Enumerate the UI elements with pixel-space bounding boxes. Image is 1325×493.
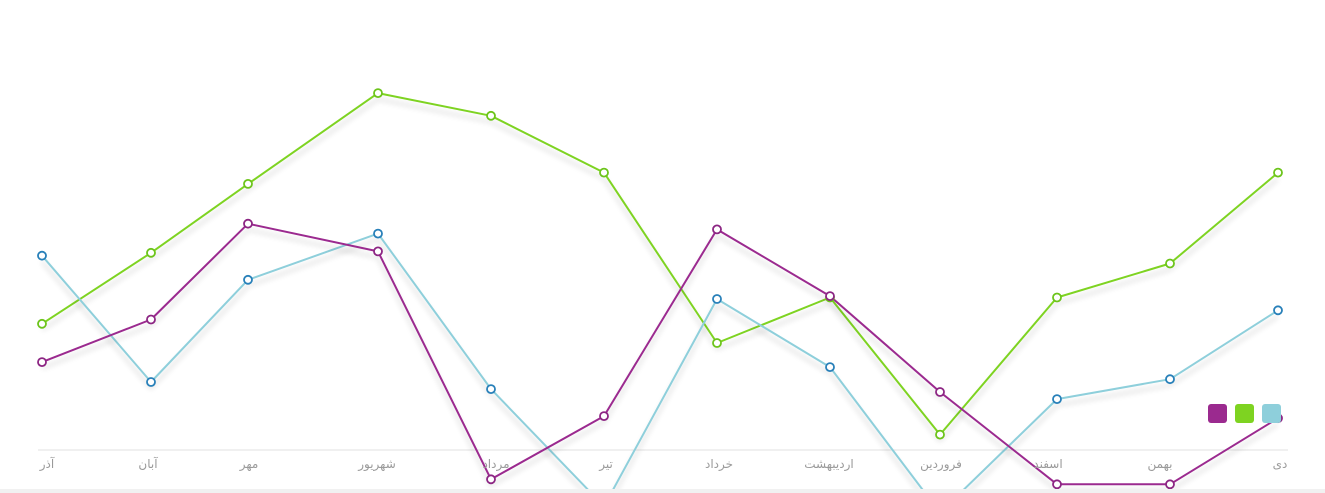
series-layer bbox=[41, 92, 1279, 493]
series-purple-point-1[interactable] bbox=[1165, 479, 1175, 490]
x-tick-label: بهمن bbox=[1148, 457, 1173, 472]
series-blue-point-0[interactable] bbox=[1273, 305, 1283, 316]
series-purple-line bbox=[41, 222, 1279, 486]
bottom-band bbox=[0, 489, 1325, 493]
series-purple-point-8[interactable] bbox=[373, 246, 383, 257]
series-purple-point-6[interactable] bbox=[599, 411, 609, 422]
x-tick-label: شهریور bbox=[357, 457, 396, 472]
series-green-line bbox=[41, 92, 1279, 436]
x-tick-label: مهر bbox=[239, 457, 259, 472]
x-tick-label: فروردین bbox=[920, 457, 962, 472]
series-blue-point-9[interactable] bbox=[243, 274, 253, 285]
legend bbox=[1208, 404, 1281, 423]
series-blue-point-7[interactable] bbox=[486, 384, 496, 395]
x-tick-label: مرداد bbox=[482, 457, 509, 472]
series-green-point-3[interactable] bbox=[935, 429, 945, 440]
series-blue-line bbox=[41, 232, 1279, 493]
series-blue-point-10[interactable] bbox=[146, 377, 156, 387]
series-purple-point-3[interactable] bbox=[935, 387, 945, 397]
legend-swatch-blue[interactable] bbox=[1262, 404, 1281, 423]
series-green-point-5[interactable] bbox=[712, 338, 722, 348]
series-green-point-6[interactable] bbox=[599, 167, 609, 178]
marker-layer bbox=[37, 88, 1283, 490]
series-purple-point-9[interactable] bbox=[243, 218, 253, 229]
x-tick-label: آبان bbox=[138, 456, 158, 471]
series-blue-point-8[interactable] bbox=[373, 228, 383, 239]
series-green-point-9[interactable] bbox=[243, 178, 253, 189]
series-green-point-7[interactable] bbox=[486, 110, 496, 121]
series-green-point-10[interactable] bbox=[146, 247, 156, 258]
legend-swatch-green[interactable] bbox=[1235, 404, 1254, 423]
series-green-point-1[interactable] bbox=[1165, 258, 1175, 269]
x-tick-label: اردیبهشت bbox=[804, 457, 853, 472]
x-tick-label: اسفند bbox=[1033, 457, 1062, 471]
legend-swatch-purple[interactable] bbox=[1208, 404, 1227, 423]
series-blue-point-2[interactable] bbox=[1052, 394, 1062, 405]
series-green-point-0[interactable] bbox=[1273, 167, 1283, 178]
series-purple-point-5[interactable] bbox=[712, 224, 722, 235]
series-blue-point-5[interactable] bbox=[712, 294, 722, 304]
x-tick-labels: دی بهمن اسفند فروردین اردیبهشت خرداد تیر مرداد ش… bbox=[39, 456, 1288, 472]
series-purple-point-11[interactable] bbox=[37, 357, 47, 368]
x-tick-label: خرداد bbox=[705, 457, 733, 472]
series-blue-point-11[interactable] bbox=[37, 250, 47, 261]
x-tick-label: آذر bbox=[39, 456, 55, 472]
series-purple-point-10[interactable] bbox=[146, 314, 156, 325]
x-tick-label: دی bbox=[1273, 457, 1288, 471]
x-tick-label: تیر bbox=[598, 457, 613, 472]
series-blue-point-4[interactable] bbox=[825, 362, 835, 373]
series-purple-point-2[interactable] bbox=[1052, 479, 1062, 490]
series-purple-point-7[interactable] bbox=[486, 474, 496, 485]
series-green-point-2[interactable] bbox=[1052, 292, 1062, 303]
series-green-point-8[interactable] bbox=[373, 88, 383, 98]
series-blue-point-1[interactable] bbox=[1165, 374, 1175, 385]
series-green-point-11[interactable] bbox=[37, 318, 47, 329]
series-purple-point-4[interactable] bbox=[825, 291, 835, 302]
